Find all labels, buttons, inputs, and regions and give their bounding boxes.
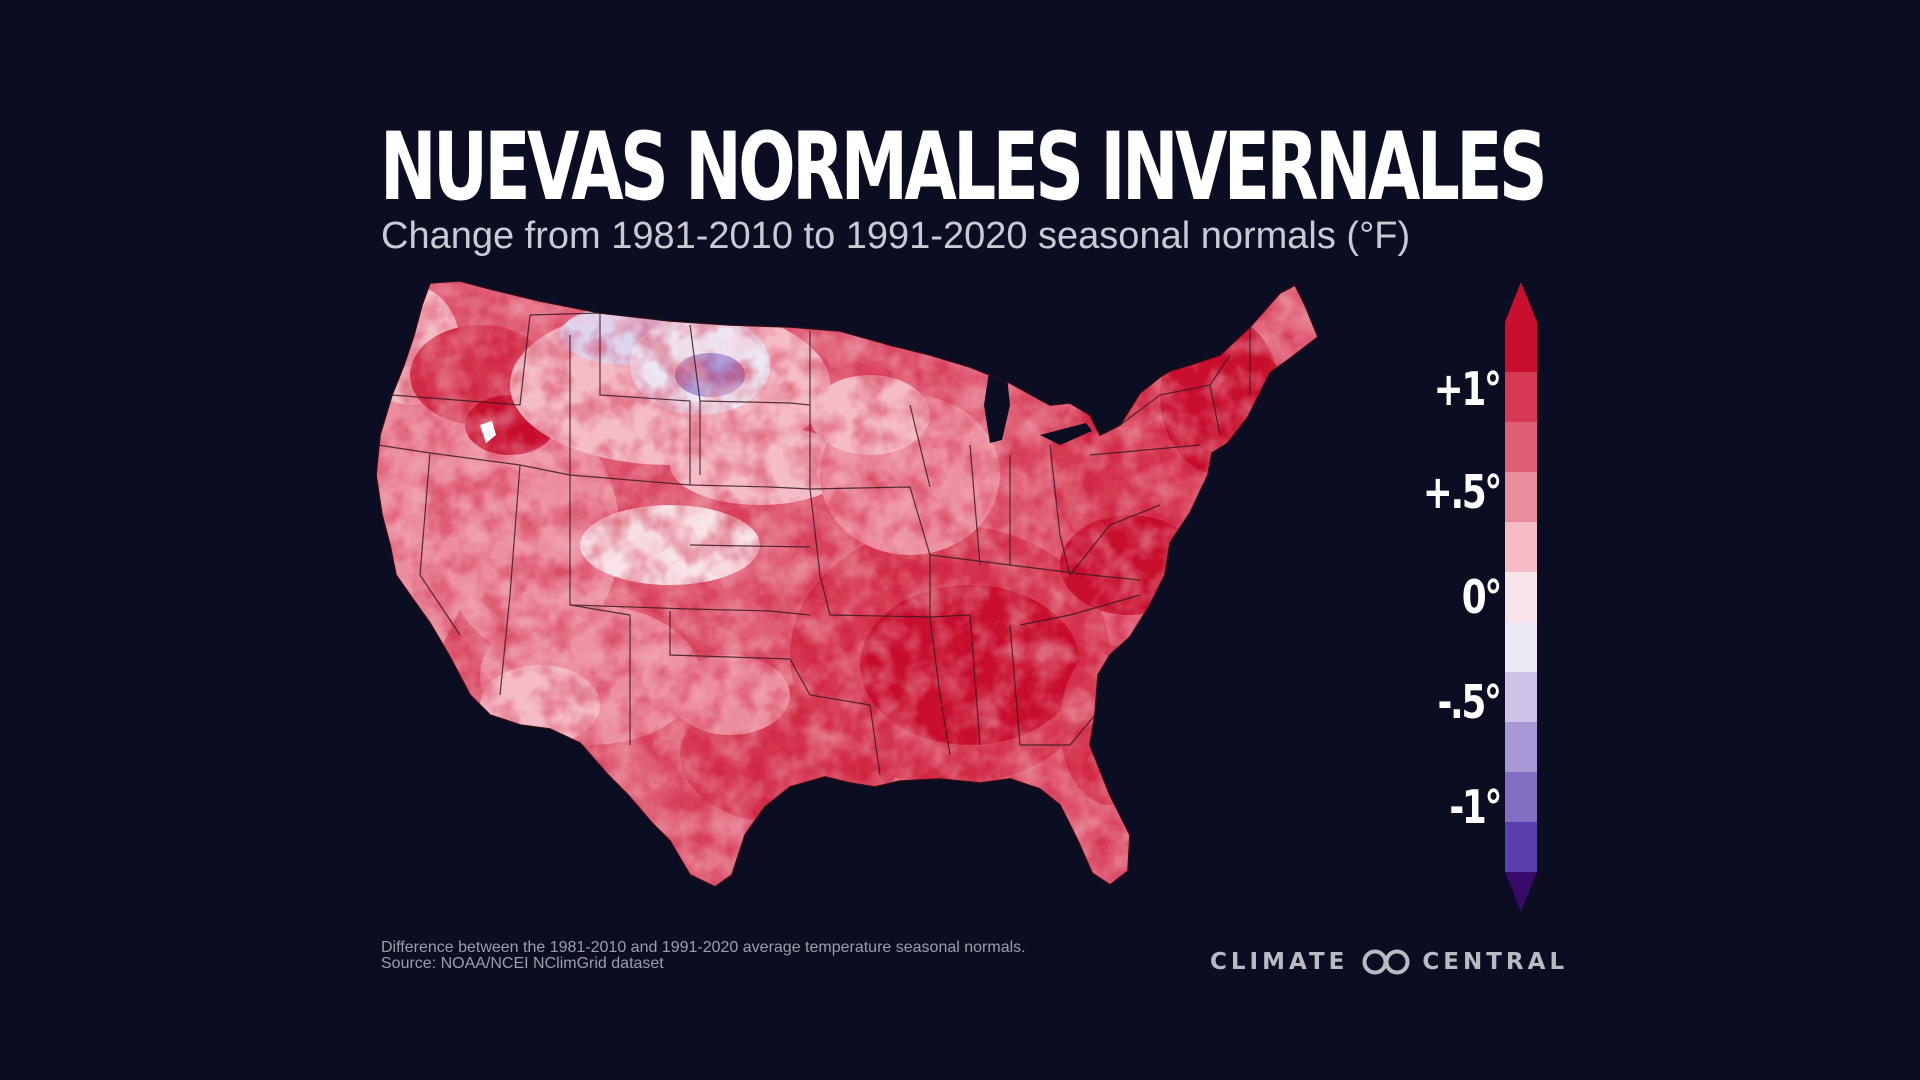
legend-bin-6 [1505,622,1537,673]
footnote-description: Difference between the 1981-2010 and 199… [381,939,1026,956]
map-svg [375,280,1319,888]
legend-bin-9 [1505,772,1537,823]
footnote: Difference between the 1981-2010 and 199… [381,940,1026,972]
legend-label-minus-1: -1° [1449,780,1502,834]
logo-text-left: CLIMATE [1210,949,1349,975]
map-fill [376,281,1318,887]
logo-rings-icon [1362,949,1410,975]
legend-label-minus-half: -.5° [1437,675,1502,729]
color-legend: +1° +.5° 0° -.5° -1° [1420,282,1550,912]
map-texture-light [376,281,1318,887]
lake-erie [1040,423,1092,445]
climate-central-logo: CLIMATE CENTRAL [1210,944,1568,980]
legend-bin-7 [1505,672,1537,723]
lake-superior [930,331,1020,349]
legend-label-plus-1: +1° [1434,362,1502,416]
legend-bin-1 [1505,372,1537,423]
legend-bin-0 [1505,322,1537,373]
great-salt-lake [480,421,496,443]
legend-label-plus-half: +.5° [1422,465,1503,519]
lake-michigan [984,365,1010,443]
legend-bin-10 [1505,822,1537,873]
legend-bin-4 [1505,522,1537,573]
legend-under-arrow [1505,872,1537,912]
footnote-source: Source: NOAA/NCEI NClimGrid dataset [381,955,664,972]
legend-bin-3 [1505,472,1537,523]
legend-colorbar [1505,282,1537,912]
legend-over-arrow [1505,282,1537,322]
state-borders [377,312,1251,776]
legend-bin-5 [1505,572,1537,623]
legend-label-zero: 0° [1461,570,1503,624]
logo-text-right: CENTRAL [1422,949,1569,975]
page-subtitle: Change from 1981-2010 to 1991-2020 seaso… [381,215,1411,257]
legend-bin-2 [1505,422,1537,473]
legend-bin-8 [1505,722,1537,773]
page-title: NUEVAS NORMALES INVERNALES [380,113,1548,222]
us-temperature-change-map [370,275,1390,915]
